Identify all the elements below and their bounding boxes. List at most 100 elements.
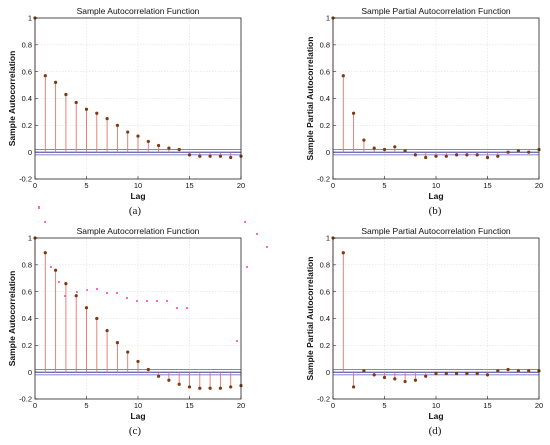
stem-marker [485,155,490,160]
stem-marker [198,154,202,158]
stem-marker [74,100,78,105]
stem-marker [434,371,438,376]
y-axis-label: Sample Autocorrelation [7,271,17,367]
x-tick-label: 5 [382,181,386,190]
x-tick-label: 0 [331,401,335,410]
stem-marker [403,149,407,153]
stem-marker [362,138,366,142]
stem-marker [43,74,47,78]
plot-frame [34,237,242,400]
y-tick-label: -0.2 [317,175,330,184]
x-tick-label: 10 [134,401,142,410]
x-tick-label: 10 [432,401,440,410]
stem-marker [157,374,161,378]
stem-marker [136,359,140,364]
stem-marker [157,143,161,148]
x-tick-label: 0 [33,401,37,410]
stem-marker [115,123,119,127]
y-tick-label: 0.4 [320,314,330,323]
y-tick-label: 0.6 [320,287,330,296]
stem-marker [229,155,233,160]
stem-marker [136,134,140,138]
stem-marker [64,282,68,286]
stem-marker [352,111,356,115]
y-tick-label: 0.2 [320,121,330,130]
plot-frame [332,237,540,400]
stem-marker [105,328,109,333]
panel-caption: (b) [429,205,442,217]
x-tick-label: 10 [432,181,440,190]
stem-marker [177,147,181,152]
x-axis-label: Lag [130,411,145,421]
stem-marker [372,373,376,377]
stem-marker [105,117,109,121]
y-tick-label: 0.8 [22,260,32,269]
stem-marker [465,153,469,157]
y-tick-label: 1 [326,14,330,23]
plot-frame [34,17,242,180]
x-axis-label: Lag [428,191,443,201]
stem-marker [455,153,459,157]
chart-title: Sample Autocorrelation Function [77,6,200,16]
x-tick-label: 5 [84,181,88,190]
scan-artifacts [38,206,268,342]
stem-marker [208,154,212,158]
y-tick-label: 0 [28,368,32,377]
y-tick-label: 1 [28,14,32,23]
y-tick-label: 0.2 [22,341,32,350]
x-tick-label: 15 [483,181,491,190]
stem-marker [84,306,89,310]
y-tick-label: -0.2 [19,395,32,404]
stem-marker [527,150,531,154]
stem-marker [74,294,78,298]
x-tick-label: 15 [483,401,491,410]
x-tick-label: 15 [185,181,193,190]
x-tick-label: 5 [382,401,386,410]
stem-marker [424,374,428,378]
stem-marker [424,155,428,160]
y-tick-label: 0 [28,148,32,157]
y-tick-label: 0.4 [320,94,330,103]
stem-marker [434,154,438,158]
x-axis-label: Lag [130,191,145,201]
chart-title: Sample Partial Autocorrelation Function [361,226,511,236]
y-tick-label: 0.6 [22,67,32,76]
stem-marker [475,371,479,376]
panel-caption: (a) [129,205,142,217]
stem-marker [527,369,531,373]
stem-marker [444,154,448,158]
stem-marker [218,154,222,158]
stem-marker [403,379,407,384]
stem-marker [506,150,510,154]
y-tick-label: 0.4 [22,94,32,103]
y-axis-label: Sample Autocorrelation [7,51,17,147]
plot-frame [332,17,540,180]
y-tick-label: 0.6 [320,67,330,76]
x-tick-label: 20 [237,401,245,410]
stem-marker [95,111,99,115]
stem-marker [198,386,202,390]
stem-marker [146,367,150,372]
y-tick-label: 0.8 [22,40,32,49]
stem-marker [382,147,387,152]
stem-marker [372,146,376,150]
y-axis-label: Sample Partial Autocorrelation [305,37,315,161]
y-tick-label: -0.2 [19,175,32,184]
y-tick-label: -0.2 [317,395,330,404]
stem-marker [496,154,500,158]
y-tick-label: 0.6 [22,287,32,296]
x-tick-label: 20 [237,181,245,190]
x-tick-label: 5 [84,401,88,410]
stem-marker [444,371,448,376]
x-tick-label: 0 [331,181,335,190]
panel-caption: (c) [129,425,142,437]
y-axis-label: Sample Partial Autocorrelation [305,257,315,381]
y-tick-label: 0.4 [22,314,32,323]
stem-marker [84,107,89,111]
stem-marker [496,369,500,373]
